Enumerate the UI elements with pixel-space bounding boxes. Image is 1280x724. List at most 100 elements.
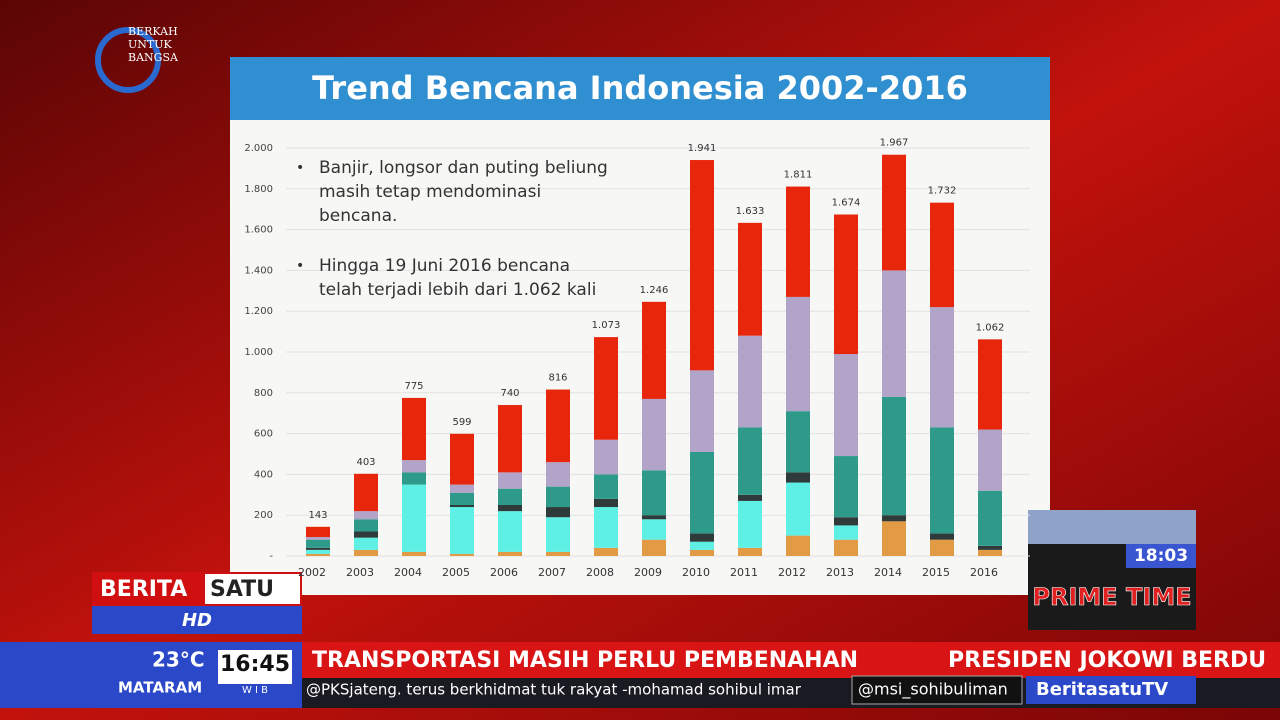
bar-segment (402, 460, 426, 473)
bar-segment (594, 547, 618, 556)
bullet-dot: • (296, 160, 304, 176)
bar-segment (882, 396, 906, 516)
bar-segment (306, 549, 330, 554)
bar-segment (450, 505, 474, 508)
bar-segment (834, 517, 858, 526)
bar-segment (546, 507, 570, 518)
bar-segment (882, 521, 906, 556)
bar-segment (690, 533, 714, 542)
handle-box (851, 675, 1023, 705)
bar-segment (402, 551, 426, 556)
bar-segment (642, 301, 666, 399)
bar-segment (306, 553, 330, 556)
bar-segment (834, 539, 858, 556)
bar-segment (402, 472, 426, 485)
bar-segment (834, 525, 858, 540)
bar-segment (498, 551, 522, 556)
x-tick-label: 2010 (682, 566, 710, 579)
facebook-box (1026, 676, 1196, 704)
bar-segment (402, 397, 426, 461)
bar-segment (978, 490, 1002, 546)
bar-segment (642, 539, 666, 556)
bar-segment (498, 405, 522, 473)
chart: - 200 400 600 800 1.000 1.200 1.400 1.600 1.800 2.… (244, 138, 1030, 579)
bullet-text: masih tetap mendominasi (319, 182, 541, 202)
bar-segment (402, 484, 426, 552)
bar-segment (786, 482, 810, 536)
bar-segment (498, 511, 522, 552)
x-tick-label: 2004 (394, 566, 422, 579)
program-time: 18:03 (1134, 546, 1188, 566)
bar-segment (690, 549, 714, 556)
bar-segment (450, 492, 474, 505)
y-tick-label: 1.400 (244, 265, 273, 276)
ticker: TRANSPORTASI MASIH PERLU PEMBENAHAN (312, 648, 858, 673)
handle: @msi_sohibuliman (858, 680, 1008, 700)
x-tick-label: 2002 (298, 566, 326, 579)
total-label: 1.941 (688, 143, 717, 154)
total-label: 143 (308, 510, 327, 521)
bar-segment (786, 411, 810, 473)
total-label: 1.732 (928, 186, 957, 197)
bar-segment (450, 507, 474, 554)
bar-segment (978, 549, 1002, 556)
total-label: 816 (548, 373, 567, 384)
bar-segment (354, 549, 378, 556)
bar-segment (690, 160, 714, 371)
bar-segment (786, 296, 810, 412)
y-tick-label: - (269, 551, 273, 562)
bar-segment (930, 307, 954, 428)
x-tick-label: 2012 (778, 566, 806, 579)
bar-segment (450, 433, 474, 485)
x-tick-label: 2005 (442, 566, 470, 579)
clock-box (218, 650, 292, 684)
bar-segment (354, 511, 378, 520)
total-label: 599 (452, 417, 471, 428)
bar-segment (834, 214, 858, 355)
x-tick-label: 2013 (826, 566, 854, 579)
x-tick-label: 2003 (346, 566, 374, 579)
bar-segment (306, 537, 330, 540)
y-tick-label: 2.000 (244, 143, 273, 154)
bar-segment (738, 335, 762, 428)
bar-segment (450, 484, 474, 493)
y-tick-label: 600 (254, 429, 273, 440)
total-label: 1.967 (880, 138, 909, 149)
bar-segment (450, 553, 474, 556)
y-tick-label: 800 (254, 388, 273, 399)
program-image (1028, 510, 1196, 544)
bar-segment (498, 488, 522, 505)
bar-segment (882, 515, 906, 522)
bar-segment (594, 439, 618, 475)
total-label: 1.246 (640, 285, 669, 296)
y-tick-label: 1.800 (244, 184, 273, 195)
logo-text: BANGSA (128, 51, 179, 64)
program-time-box (1126, 544, 1196, 568)
bar-segment (594, 507, 618, 548)
x-tick-label: 2016 (970, 566, 998, 579)
hd-label: HD (182, 610, 212, 631)
bar-segment (642, 519, 666, 540)
channel-box-2 (205, 574, 300, 604)
total-label: 1.811 (784, 170, 813, 181)
title-bar (230, 57, 1050, 120)
bullet-text: bencana. (319, 206, 397, 226)
bar-segment (546, 389, 570, 463)
bar-segment (546, 486, 570, 508)
x-tick-label: 2008 (586, 566, 614, 579)
total-label: 1.073 (592, 320, 621, 331)
x-tick-label: 2006 (490, 566, 518, 579)
y-tick-label: 400 (254, 469, 273, 480)
bar-segment (306, 547, 330, 550)
chart-title: Trend Bencana Indonesia 2002-2016 (312, 69, 968, 107)
bar-segment (882, 270, 906, 397)
bar-segment (738, 500, 762, 548)
bar-segment (930, 427, 954, 534)
bar-segment (642, 515, 666, 520)
bar-segment (546, 551, 570, 556)
logo-text: UNTUK (128, 38, 173, 51)
logo-text: BERKAH (128, 25, 178, 38)
clock-zone: W I B (242, 685, 268, 696)
